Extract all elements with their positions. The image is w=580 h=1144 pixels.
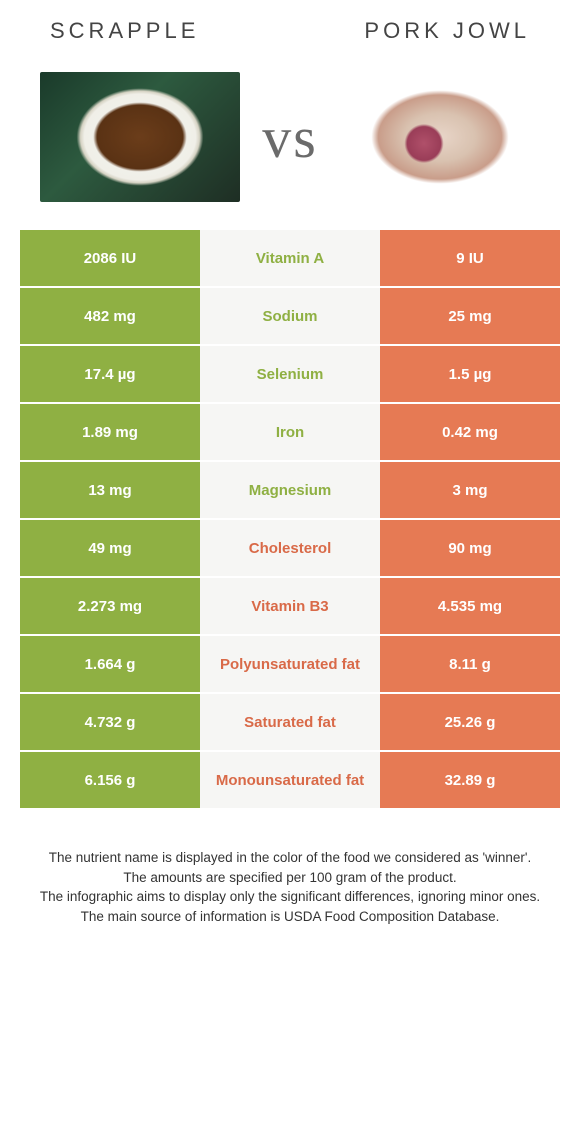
right-value: 25 mg (380, 288, 560, 346)
hero-row: vs (0, 52, 580, 230)
left-value: 1.89 mg (20, 404, 200, 462)
nutrient-label: Magnesium (200, 462, 380, 520)
right-value: 3 mg (380, 462, 560, 520)
nutrient-label: Iron (200, 404, 380, 462)
table-row: 13 mgMagnesium3 mg (20, 462, 560, 520)
nutrient-label: Vitamin A (200, 230, 380, 288)
table-row: 6.156 gMonounsaturated fat32.89 g (20, 752, 560, 810)
right-value: 32.89 g (380, 752, 560, 810)
nutrient-label: Selenium (200, 346, 380, 404)
left-value: 1.664 g (20, 636, 200, 694)
table-row: 482 mgSodium25 mg (20, 288, 560, 346)
footer-line: The main source of information is USDA F… (30, 907, 550, 927)
left-value: 17.4 µg (20, 346, 200, 404)
left-value: 13 mg (20, 462, 200, 520)
table-row: 49 mgCholesterol90 mg (20, 520, 560, 578)
right-value: 9 IU (380, 230, 560, 288)
left-value: 4.732 g (20, 694, 200, 752)
nutrient-label: Saturated fat (200, 694, 380, 752)
nutrient-label: Cholesterol (200, 520, 380, 578)
table-row: 1.664 gPolyunsaturated fat8.11 g (20, 636, 560, 694)
nutrient-table: 2086 IUVitamin A9 IU482 mgSodium25 mg17.… (20, 230, 560, 810)
left-value: 2086 IU (20, 230, 200, 288)
right-food-title: Pork jowl (364, 18, 530, 44)
right-value: 0.42 mg (380, 404, 560, 462)
footer-line: The infographic aims to display only the… (30, 887, 550, 907)
nutrient-label: Monounsaturated fat (200, 752, 380, 810)
right-value: 8.11 g (380, 636, 560, 694)
header-titles: Scrapple Pork jowl (0, 0, 580, 52)
footer-note: The nutrient name is displayed in the co… (30, 848, 550, 926)
footer-line: The amounts are specified per 100 gram o… (30, 868, 550, 888)
left-value: 482 mg (20, 288, 200, 346)
nutrient-label: Sodium (200, 288, 380, 346)
right-value: 4.535 mg (380, 578, 560, 636)
right-value: 90 mg (380, 520, 560, 578)
vs-label: vs (256, 104, 324, 171)
left-value: 2.273 mg (20, 578, 200, 636)
nutrient-label: Vitamin B3 (200, 578, 380, 636)
right-value: 25.26 g (380, 694, 560, 752)
table-row: 4.732 gSaturated fat25.26 g (20, 694, 560, 752)
table-row: 2086 IUVitamin A9 IU (20, 230, 560, 288)
table-row: 2.273 mgVitamin B34.535 mg (20, 578, 560, 636)
table-row: 1.89 mgIron0.42 mg (20, 404, 560, 462)
left-value: 49 mg (20, 520, 200, 578)
left-food-title: Scrapple (50, 18, 199, 44)
right-value: 1.5 µg (380, 346, 560, 404)
pork-jowl-image (340, 72, 540, 202)
table-row: 17.4 µgSelenium1.5 µg (20, 346, 560, 404)
left-value: 6.156 g (20, 752, 200, 810)
footer-line: The nutrient name is displayed in the co… (30, 848, 550, 868)
scrapple-image (40, 72, 240, 202)
nutrient-label: Polyunsaturated fat (200, 636, 380, 694)
